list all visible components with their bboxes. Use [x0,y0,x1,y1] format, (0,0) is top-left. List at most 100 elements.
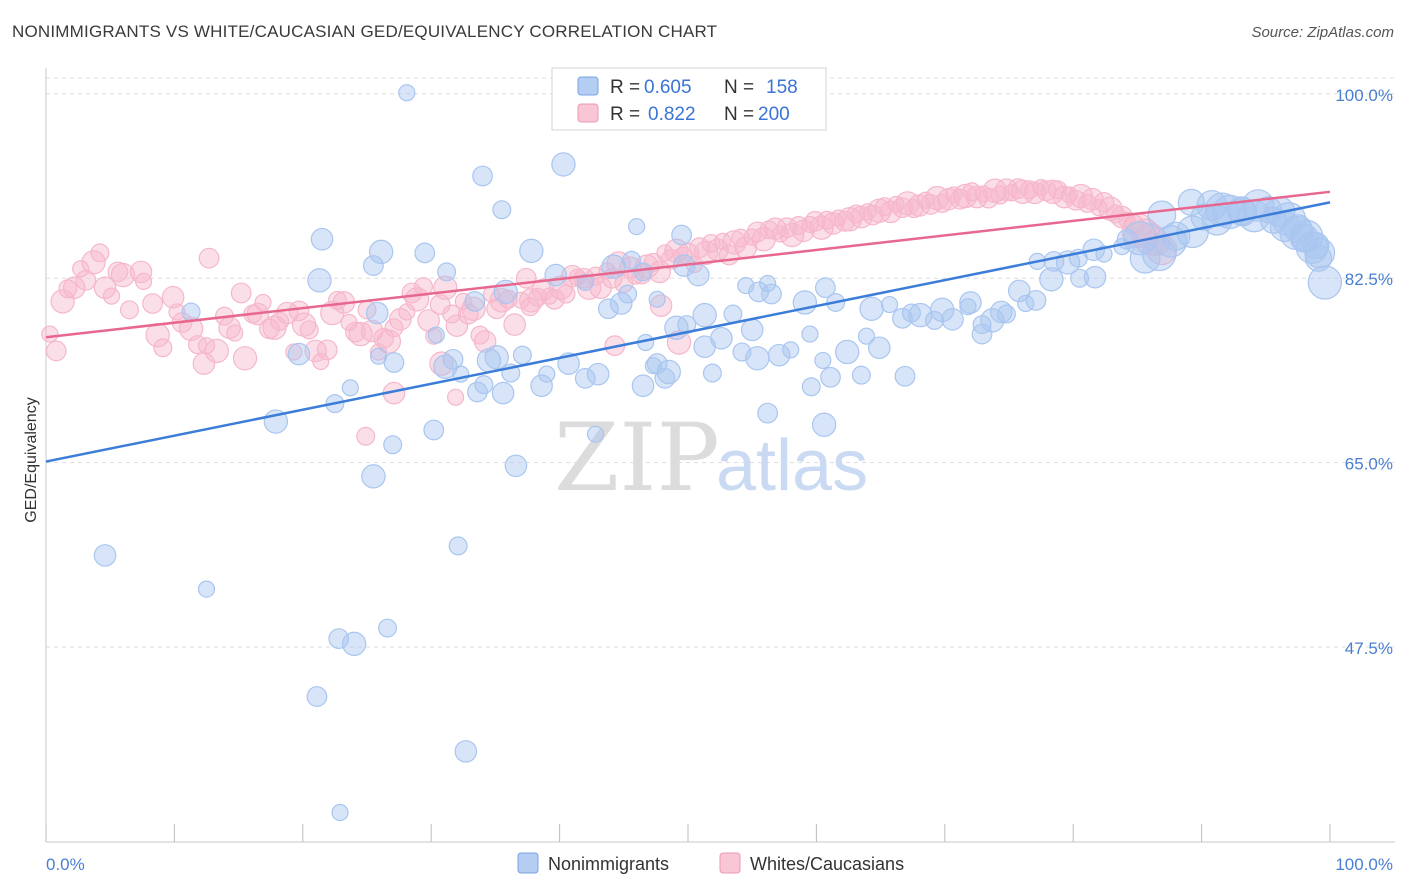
y-tick-label-1: 82.5% [1345,270,1393,289]
watermark: ZIP atlas [554,404,868,513]
y-tick-label-3: 47.5% [1345,639,1393,658]
point-s0-3 [492,200,512,220]
point-s0-15 [648,290,666,308]
point-s1-31 [230,282,252,304]
point-s1-79 [503,313,526,336]
point-s0-113 [996,304,1016,324]
watermark-zip: ZIP [554,404,720,513]
y-tick-labels: 100.0% 82.5% 65.0% 47.5% [1335,86,1393,658]
point-s0-21 [597,298,619,320]
point-s0-75 [814,351,832,370]
point-s1-1 [45,340,67,362]
point-s1-4 [62,276,86,300]
legend-n-label-1: N = [724,77,754,98]
point-s0-1 [472,165,493,187]
point-s0-68 [702,363,722,383]
point-s1-199 [649,294,673,317]
point-s0-147 [341,631,367,657]
point-s0-13 [618,284,638,304]
point-s0-85 [341,379,359,397]
point-s0-138 [633,262,653,282]
point-s0-61 [442,348,464,370]
point-s0-80 [644,357,662,375]
trend-lines [45,190,1331,463]
point-s0-148 [378,618,398,638]
y-axis-label: GED/Equivalency [23,397,40,522]
x-tick-label-1: 100.0% [1335,855,1393,874]
point-s0-77 [811,412,837,437]
point-s0-58 [181,302,201,322]
point-s0-73 [732,342,752,362]
point-s1-10 [102,287,121,305]
point-s0-99 [693,335,716,359]
chart-source: Source: ZipAtlas.com [1251,24,1394,41]
point-s0-145 [197,580,216,598]
series-nonimmigrants-points [93,84,1343,822]
point-s1-44 [304,339,327,363]
point-s1-70 [454,292,472,311]
point-s1-13 [119,300,139,320]
point-s0-20 [576,273,594,292]
point-s0-114 [1007,279,1031,303]
point-s0-135 [1304,244,1333,272]
point-s1-12 [110,262,136,288]
point-s0-82 [433,354,458,379]
point-s0-4 [310,227,334,251]
point-s0-133 [1289,223,1319,253]
point-s0-155 [427,326,445,344]
axes [45,68,1395,843]
point-s0-25 [801,325,819,343]
point-s1-26 [198,247,220,269]
point-s0-63 [512,345,532,365]
point-s0-89 [530,374,553,398]
point-s0-141 [761,283,782,305]
point-s1-51 [345,321,366,343]
legend-swatch-nonimmigrants [577,76,599,96]
bottom-legend-swatch-nonimmigrants [517,852,539,874]
point-s1-20 [168,303,186,321]
point-s1-32 [232,346,258,371]
point-s0-79 [631,374,655,398]
point-s0-102 [835,339,860,365]
point-s0-105 [880,295,899,314]
point-s0-5 [628,217,646,236]
point-s1-72 [461,296,486,321]
point-s1-38 [270,311,290,331]
x-tick-labels: 0.0% 100.0% [46,855,1393,874]
point-s1-106 [660,248,682,270]
point-s0-136 [363,255,384,276]
point-s1-46 [316,339,338,361]
point-s0-78 [801,377,821,397]
watermark-atlas: atlas [716,426,868,506]
point-s1-16 [142,293,163,314]
point-s0-150 [331,803,349,822]
point-s1-88 [556,284,576,304]
point-s1-71 [458,303,479,325]
point-s1-0 [41,325,59,343]
point-s1-126 [776,217,798,239]
point-s0-157 [307,268,332,293]
point-s0-103 [851,365,871,385]
legend-n-label-2: N = [724,104,754,125]
point-s1-198 [520,297,540,317]
point-s0-30 [857,327,876,345]
point-s0-36 [1025,289,1047,311]
legend-r-value-1: 0.605 [644,77,692,98]
legend-r-value-2: 0.822 [648,104,696,125]
point-s0-110 [959,298,977,316]
point-s1-27 [204,338,229,364]
bottom-legend-whites: Whites/Caucasians [750,854,904,874]
legend-n-value-1: 158 [766,77,798,98]
point-s1-8 [90,243,110,263]
legend-r-label-1: R = [610,77,640,98]
point-s0-87 [484,345,509,370]
y-tick-label-2: 65.0% [1345,455,1393,474]
point-s0-59 [287,342,311,366]
point-s1-64 [417,309,440,332]
point-s1-56 [373,327,395,349]
point-s0-14 [609,292,633,315]
point-s0-74 [767,343,791,367]
point-s0-149 [454,740,478,763]
point-s1-2 [50,289,75,314]
point-s0-109 [941,308,964,331]
